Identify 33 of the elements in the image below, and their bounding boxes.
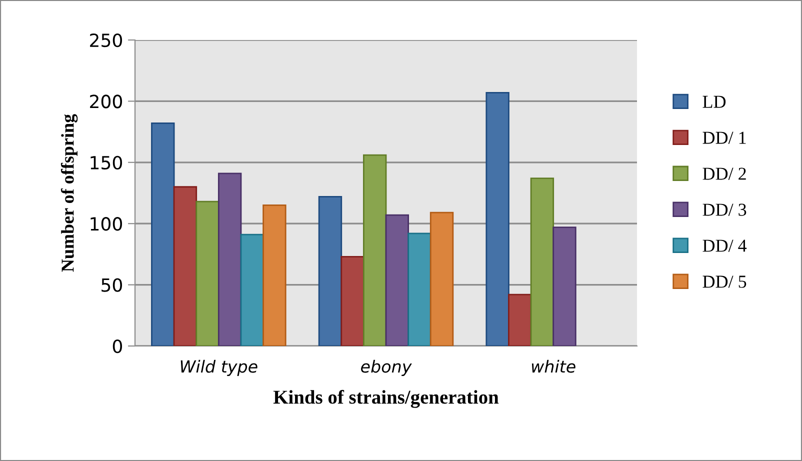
x-axis-title: Kinds of strains/generation <box>273 390 499 408</box>
bar <box>218 172 242 346</box>
bar <box>262 204 286 346</box>
x-tick-label: ebony <box>361 360 412 376</box>
x-tick-label: Wild type <box>180 360 258 376</box>
bar <box>508 294 532 346</box>
legend-label: DD/ 3 <box>702 204 746 216</box>
bar <box>385 214 410 346</box>
bar <box>408 232 432 346</box>
y-axis-title: Number of offspring <box>60 114 78 272</box>
bar <box>430 212 454 346</box>
y-tick-label: 0 <box>112 339 122 354</box>
legend-label: LD <box>702 96 726 108</box>
bar <box>151 122 175 346</box>
y-tick-label: 250 <box>90 33 122 48</box>
y-tick-label: 50 <box>102 278 122 292</box>
legend-label: DD/ 5 <box>702 276 746 288</box>
legend-label: DD/ 1 <box>702 132 746 144</box>
x-tick-label: white <box>532 360 576 373</box>
bar <box>318 196 342 346</box>
bar <box>362 154 387 346</box>
bar <box>196 200 220 346</box>
y-tick-label: 100 <box>90 217 122 231</box>
bar <box>552 226 576 346</box>
legend-label: DD/ 2 <box>702 168 746 180</box>
y-tick-label: 200 <box>90 94 122 108</box>
legend-label: DD/ 4 <box>702 240 747 252</box>
bar <box>486 92 510 346</box>
bar <box>240 234 264 346</box>
bar <box>340 256 364 346</box>
bar <box>173 186 198 346</box>
bar <box>530 178 554 346</box>
y-tick-label: 150 <box>90 156 122 170</box>
